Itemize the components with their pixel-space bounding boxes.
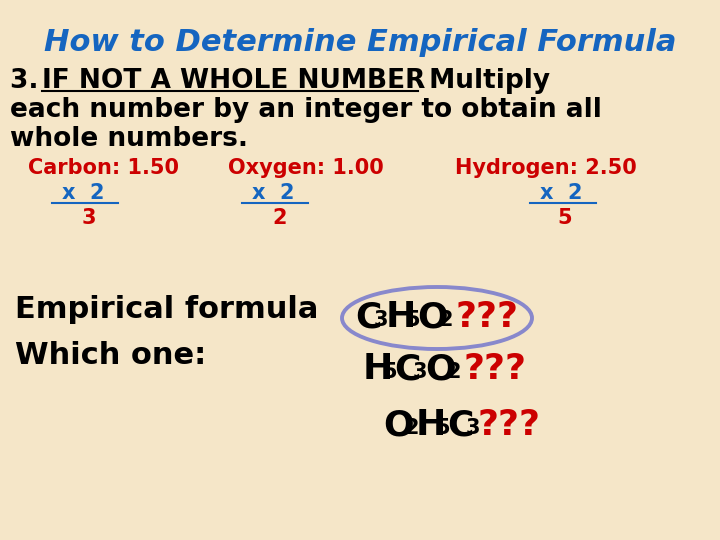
Text: How to Determine Empirical Formula: How to Determine Empirical Formula [44, 28, 676, 57]
Text: C: C [355, 300, 382, 334]
Text: Multiply: Multiply [420, 68, 550, 94]
Text: 2: 2 [438, 310, 452, 330]
Text: 5: 5 [382, 362, 397, 382]
Text: IF NOT A WHOLE NUMBER: IF NOT A WHOLE NUMBER [42, 68, 426, 94]
Text: x  2: x 2 [252, 183, 294, 203]
Text: H: H [363, 352, 393, 386]
Text: 5: 5 [435, 418, 449, 438]
Text: 3: 3 [413, 362, 428, 382]
Text: whole numbers.: whole numbers. [10, 126, 248, 152]
Text: 2: 2 [272, 208, 287, 228]
Text: 3: 3 [374, 310, 389, 330]
Text: Hydrogen: 2.50: Hydrogen: 2.50 [455, 158, 636, 178]
Text: 2: 2 [446, 362, 461, 382]
Text: 5: 5 [557, 208, 572, 228]
Text: O: O [417, 300, 448, 334]
Text: C: C [447, 408, 473, 442]
Text: Oxygen: 1.00: Oxygen: 1.00 [228, 158, 384, 178]
Text: ???: ??? [455, 300, 518, 334]
Text: H: H [416, 408, 446, 442]
Text: C: C [394, 352, 420, 386]
Text: each number by an integer to obtain all: each number by an integer to obtain all [10, 97, 602, 123]
Text: Which one:: Which one: [15, 341, 206, 370]
Text: 2: 2 [404, 418, 418, 438]
Text: ???: ??? [463, 352, 526, 386]
Text: O: O [425, 352, 456, 386]
Text: H: H [386, 300, 416, 334]
Text: Carbon: 1.50: Carbon: 1.50 [28, 158, 179, 178]
Text: x  2: x 2 [62, 183, 104, 203]
Text: 3: 3 [82, 208, 96, 228]
Text: 5: 5 [405, 310, 420, 330]
Text: Empirical formula: Empirical formula [15, 295, 318, 324]
Text: 3: 3 [466, 418, 480, 438]
Text: ???: ??? [478, 408, 541, 442]
Text: x  2: x 2 [540, 183, 582, 203]
Text: 3.: 3. [10, 68, 48, 94]
Text: O: O [383, 408, 414, 442]
